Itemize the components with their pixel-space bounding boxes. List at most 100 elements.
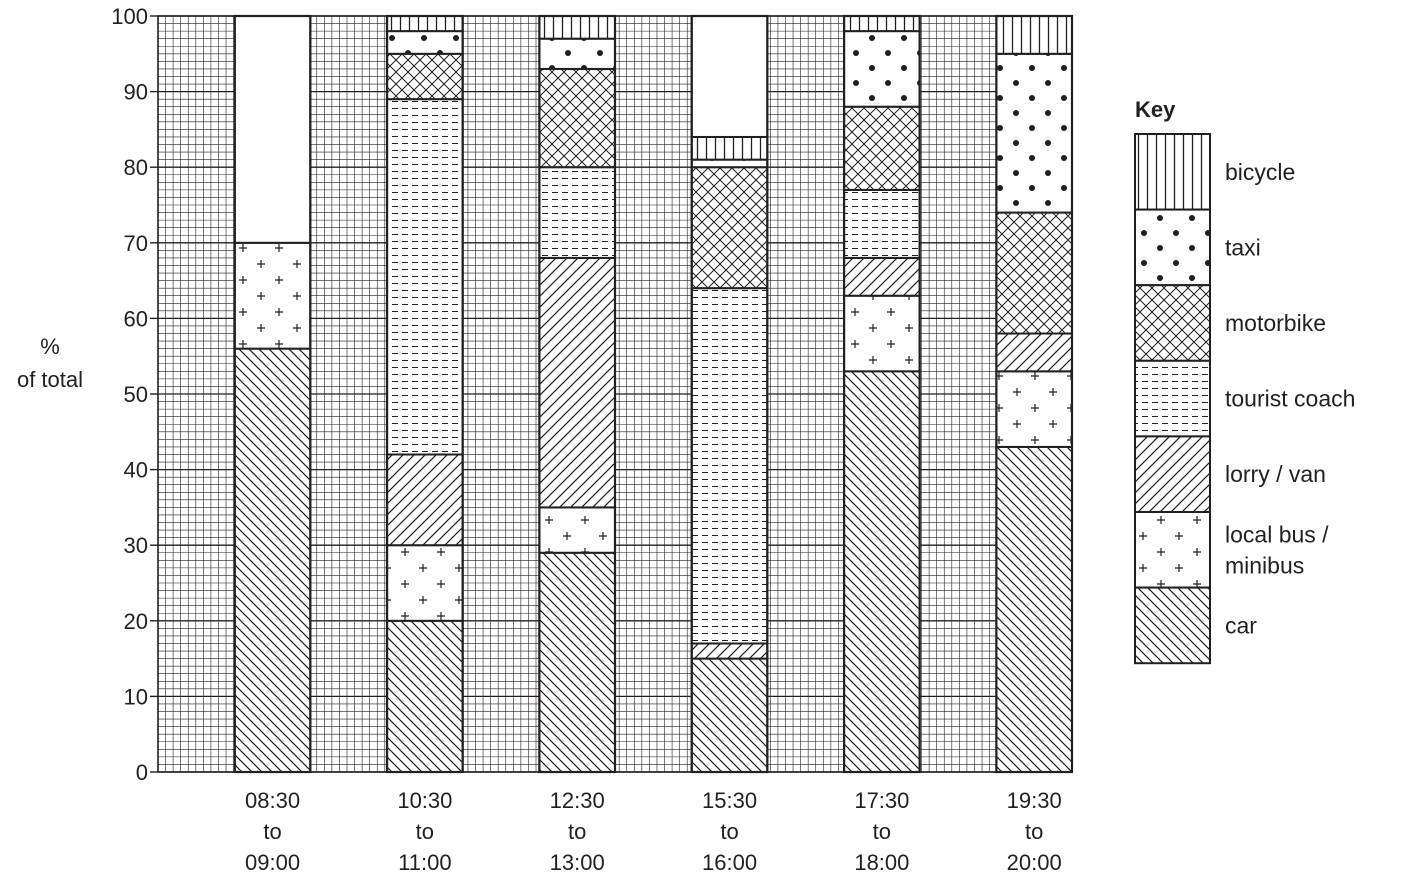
bar-outline: [995, 14, 1074, 774]
x-category-label: 19:30: [1007, 788, 1062, 813]
y-tick-label: 20: [124, 609, 148, 634]
legend-swatch: [1134, 208, 1211, 287]
x-axis-labels: 08:30 to 09:00 10:30 to 11:00 12:30 to 13:00 15:3…: [245, 788, 1062, 875]
x-category-label: to: [873, 819, 891, 844]
y-tick-label: 100: [111, 4, 148, 29]
x-category-label: to: [416, 819, 434, 844]
x-category-label: 08:30: [245, 788, 300, 813]
x-category-label: 17:30: [854, 788, 909, 813]
bar-segment: [233, 347, 312, 773]
bar-segment: [690, 158, 769, 169]
x-category-label: 09:00: [245, 850, 300, 875]
legend-swatch: [1134, 359, 1211, 438]
x-category-label: to: [720, 819, 738, 844]
x-category-label: to: [568, 819, 586, 844]
bar-empty-area: [233, 15, 312, 244]
y-tick-label: 60: [124, 306, 148, 331]
bar-segment: [690, 135, 769, 161]
bar-stack: [842, 14, 921, 774]
bar-segment: [538, 166, 617, 259]
bar-stack: [690, 14, 769, 774]
bar-segment: [843, 105, 921, 191]
bar-segment: [386, 98, 464, 456]
bar-stack: [538, 14, 617, 774]
bar-segment: [538, 256, 617, 509]
bar-segment: [386, 15, 464, 33]
y-tick-label: 70: [124, 231, 148, 256]
bar-segment: [538, 506, 617, 554]
bar-segment: [843, 256, 921, 297]
legend-label: taxi: [1225, 234, 1261, 260]
bar-segment: [995, 445, 1074, 773]
legend-swatch: [1134, 586, 1211, 665]
bar-outline: [690, 14, 769, 774]
bar-segment: [538, 37, 617, 70]
bar-segment: [386, 544, 464, 622]
bar-segment: [386, 52, 464, 101]
legend-label: motorbike: [1225, 310, 1326, 336]
legend-label: local bus /: [1225, 521, 1329, 547]
bar-stack: [233, 14, 312, 774]
x-category-label: 12:30: [550, 788, 605, 813]
legend-title: Key: [1135, 97, 1176, 122]
y-tick-label: 80: [124, 155, 148, 180]
x-category-label: 20:00: [1007, 850, 1062, 875]
bar-outline: [385, 14, 464, 774]
legend: Key bicycle taxi motorbike tourist coach lor…: [1134, 97, 1355, 665]
y-axis-label-line-2: of total: [17, 367, 83, 392]
bar-segment: [843, 15, 921, 33]
bar-segment: [538, 551, 617, 774]
bar-segment: [233, 241, 312, 350]
bar-segment: [843, 188, 921, 259]
bar-segment: [995, 52, 1074, 214]
bar-stack: [995, 14, 1074, 774]
bar-segment: [690, 657, 769, 773]
x-category-label: 13:00: [550, 850, 605, 875]
bar-stack: [385, 14, 464, 774]
x-category-label: 16:00: [702, 850, 757, 875]
x-category-label: 11:00: [398, 850, 451, 875]
bar-segment: [386, 619, 464, 773]
bar-segment: [995, 370, 1074, 448]
bar-segment: [538, 67, 617, 169]
legend-label: minibus: [1225, 552, 1304, 578]
x-category-label: 18:00: [854, 850, 909, 875]
bar-segment: [538, 15, 617, 40]
bar-segment: [843, 30, 921, 108]
y-tick-label: 30: [124, 533, 148, 558]
x-category-label: 10:30: [397, 788, 452, 813]
legend-label: car: [1225, 612, 1257, 638]
x-category-label: to: [1025, 819, 1043, 844]
bar-segment: [386, 453, 464, 547]
bar-outline: [233, 14, 312, 774]
bar-segment: [843, 370, 921, 773]
legend-label: bicycle: [1225, 159, 1295, 185]
x-category-label: 15:30: [702, 788, 757, 813]
bar-segment: [995, 332, 1074, 373]
legend-swatch: [1134, 435, 1211, 513]
legend-label: lorry / van: [1225, 461, 1326, 487]
bar-segment: [690, 166, 769, 290]
bar-outline: [842, 14, 921, 774]
legend-swatch: [1134, 511, 1211, 589]
legend-swatch: [1134, 284, 1211, 362]
bar-segment: [690, 642, 769, 660]
bar-segment: [843, 294, 921, 373]
legend-label: tourist coach: [1225, 386, 1355, 412]
x-category-label: to: [263, 819, 281, 844]
y-axis-label-line-1: %: [40, 334, 60, 359]
bar-segment: [386, 30, 464, 55]
y-tick-label: 0: [136, 760, 148, 785]
y-axis: 0 10 20 30 40 50 60 70 80 90 100: [111, 4, 158, 785]
legend-swatch: [1134, 133, 1211, 211]
bar-segment: [995, 211, 1074, 335]
bar-segment: [995, 15, 1074, 55]
y-tick-label: 10: [124, 684, 148, 709]
y-tick-label: 50: [124, 382, 148, 407]
y-tick-label: 40: [124, 458, 148, 483]
bar-outline: [538, 14, 617, 774]
y-axis-label: % of total: [17, 334, 83, 392]
y-tick-label: 90: [124, 80, 148, 105]
